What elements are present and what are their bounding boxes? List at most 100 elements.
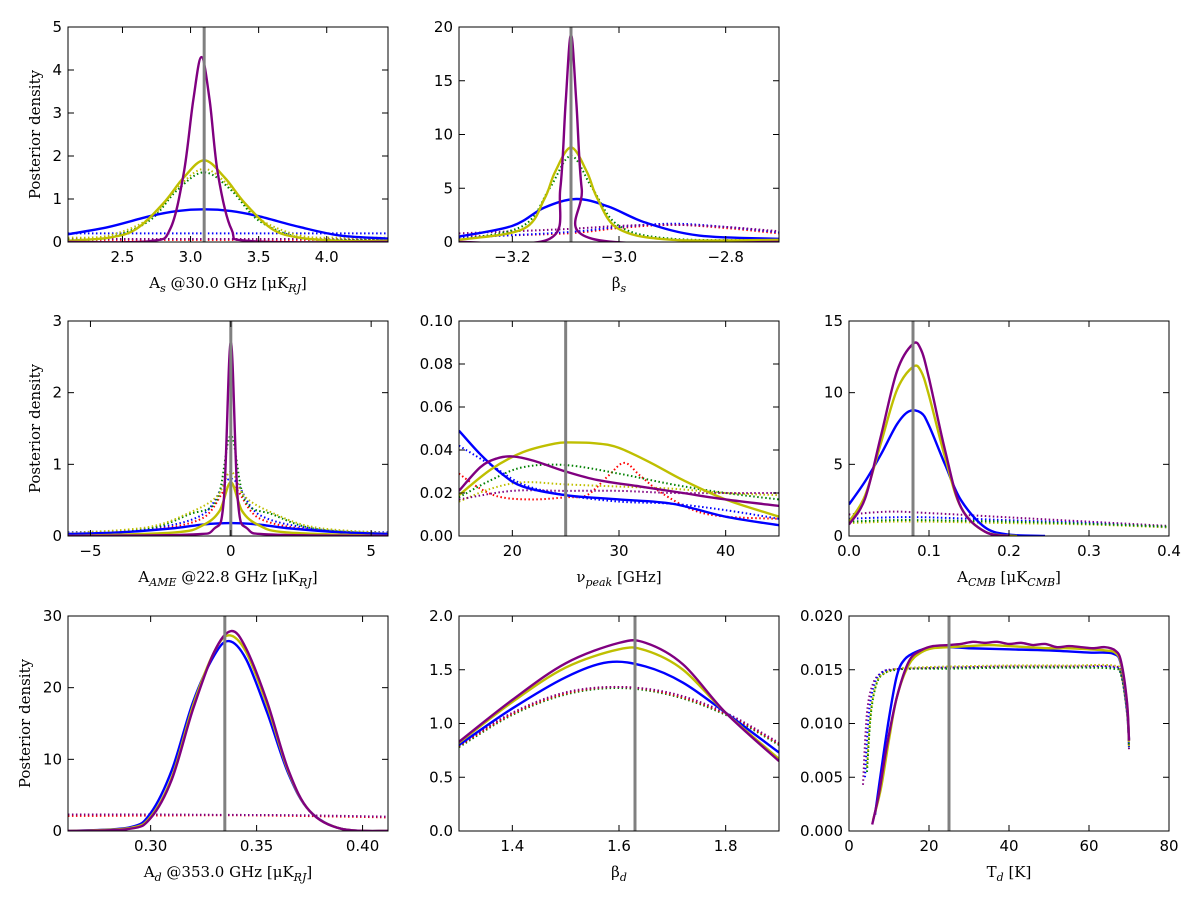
subplot-5: 0.0 0.1 0.2 0.3 0.4 0 5 10 15 ACMB [μKCMB]	[824, 312, 1181, 589]
subplot-6: 0.30 0.35 0.40 0 10 20 30 Ad @353.0 GHz [μKRJ] P…	[16, 607, 389, 884]
x-tick-label: 4.0	[315, 248, 339, 266]
y-tick-label: 0	[52, 822, 62, 840]
y-tick-label: 15	[434, 72, 453, 90]
y-tick-label: 0.010	[800, 715, 843, 733]
y-tick-label: 3	[52, 312, 62, 330]
x-tick-label: −5	[79, 542, 101, 560]
series-group	[862, 616, 1131, 831]
x-tick-label: 20	[503, 542, 522, 560]
series-line-purple-solid	[849, 341, 1010, 536]
series-line-purple-solid	[68, 55, 388, 242]
y-tick-label: 0.015	[800, 661, 843, 679]
x-axis-label: AAME @22.8 GHz [μKRJ]	[137, 568, 317, 589]
subplot-8: 0 20 40 60 80 0.000 0.005 0.010 0.015 0.020 Td [K]	[800, 607, 1179, 884]
x-axis-label: As @30.0 GHz [μKRJ]	[148, 274, 307, 295]
x-tick-label: 3.0	[179, 248, 203, 266]
subplot-2: −3.2 −3.0 −2.8 0 5 10 15 20 βs	[434, 18, 780, 295]
x-tick-label: 30	[609, 542, 628, 560]
x-tick-label: 0.30	[134, 837, 167, 855]
series-line-green-dotted	[68, 434, 388, 535]
subplot-7: 1.4 1.6 1.8 0.0 0.5 1.0 1.5 2.0 βd	[429, 607, 780, 884]
y-tick-label: 0.06	[420, 398, 453, 416]
series-line-yellow-solid	[459, 146, 779, 242]
axes-frame	[67, 615, 389, 832]
series-line-purple-solid	[871, 640, 1131, 825]
y-tick-label: 0	[443, 233, 453, 251]
y-tick-label: 1.0	[429, 715, 453, 733]
x-tick-label: 0	[226, 542, 236, 560]
x-tick-label: 0.35	[240, 837, 273, 855]
plot-area	[459, 616, 779, 831]
y-tick-label: 0.000	[800, 822, 843, 840]
series-line-purple-dotted	[459, 685, 779, 746]
x-axis-label: νpeak [GHz]	[576, 568, 661, 589]
plot-area	[459, 321, 779, 536]
plot-area	[68, 616, 388, 831]
series-line-blue-dotted	[68, 477, 388, 534]
x-tick-label: 0.40	[346, 837, 379, 855]
x-tick-label: 60	[1079, 837, 1098, 855]
series-group	[459, 616, 779, 831]
y-tick-label: 0	[833, 527, 843, 545]
y-tick-label: 2	[52, 384, 62, 402]
y-tick-label: 2.0	[429, 607, 453, 625]
y-tick-label: 20	[43, 679, 62, 697]
x-tick-label: 40	[999, 837, 1018, 855]
x-tick-label: 3.5	[247, 248, 271, 266]
y-tick-label: 20	[434, 18, 453, 36]
series-group	[68, 321, 388, 536]
x-tick-label: 1.6	[607, 837, 631, 855]
x-axis-label: βd	[611, 863, 627, 884]
y-tick-label: 0.0	[429, 822, 453, 840]
x-tick-label: 1.4	[500, 837, 524, 855]
subplot-1: 2.5 3.0 3.5 4.0 0 1 2 3 4 5 As @30.0 GHz [μKRJ] Pos…	[26, 18, 389, 295]
y-tick-label: 0.02	[420, 484, 453, 502]
y-tick-label: 5	[833, 455, 843, 473]
x-tick-label: −2.8	[707, 248, 743, 266]
y-tick-label: 0.04	[420, 441, 453, 459]
x-tick-label: 2.5	[111, 248, 135, 266]
x-tick-label: 0.3	[1077, 542, 1101, 560]
y-tick-label: 15	[824, 312, 843, 330]
y-tick-label: 3	[52, 104, 62, 122]
series-line-purple-solid	[459, 639, 779, 763]
y-tick-label: 1.5	[429, 661, 453, 679]
y-tick-label: 30	[43, 607, 62, 625]
x-axis-label: Ad @353.0 GHz [μKRJ]	[143, 863, 312, 884]
x-tick-label: 1.8	[714, 837, 738, 855]
x-tick-label: 0.1	[917, 542, 941, 560]
subplot-3: −5 0 5 0 1 2 3 AAME @22.8 GHz [μKRJ] Posterior d…	[26, 312, 389, 589]
y-tick-label: 0.00	[420, 527, 453, 545]
axes-frame	[67, 26, 389, 243]
y-tick-label: 0.020	[800, 607, 843, 625]
x-tick-label: −3.2	[494, 248, 530, 266]
y-axis-label: Posterior density	[16, 658, 34, 788]
series-group	[849, 321, 1169, 536]
y-tick-label: 10	[43, 750, 62, 768]
x-tick-label: 0.0	[837, 542, 861, 560]
series-line-purple-solid	[68, 629, 388, 831]
plot-area	[459, 27, 779, 242]
x-axis-label: ACMB [μKCMB]	[956, 568, 1061, 589]
series-line-purple-dotted	[459, 223, 779, 235]
y-tick-label: 4	[52, 61, 62, 79]
series-line-blue-solid	[849, 409, 1046, 536]
y-tick-label: 0.08	[420, 355, 453, 373]
x-axis-label: Td [K]	[987, 863, 1032, 884]
y-tick-label: 10	[434, 126, 453, 144]
y-tick-label: 0.10	[420, 312, 453, 330]
x-tick-label: −3.0	[601, 248, 637, 266]
series-group	[459, 27, 779, 242]
axes-frame	[67, 320, 389, 537]
series-line-blue-solid	[68, 208, 388, 240]
y-tick-label: 0	[52, 527, 62, 545]
x-tick-label: 80	[1159, 837, 1178, 855]
series-line-yellow-dotted	[459, 481, 779, 503]
x-tick-label: 0	[844, 837, 854, 855]
subplot-4: 20 30 40 0.00 0.02 0.04 0.06 0.08 0.10 νpeak [GHz…	[420, 312, 780, 589]
y-tick-label: 0.005	[800, 768, 843, 786]
x-tick-label: 5	[366, 542, 376, 560]
y-tick-label: 0	[52, 233, 62, 251]
series-group	[68, 616, 388, 831]
